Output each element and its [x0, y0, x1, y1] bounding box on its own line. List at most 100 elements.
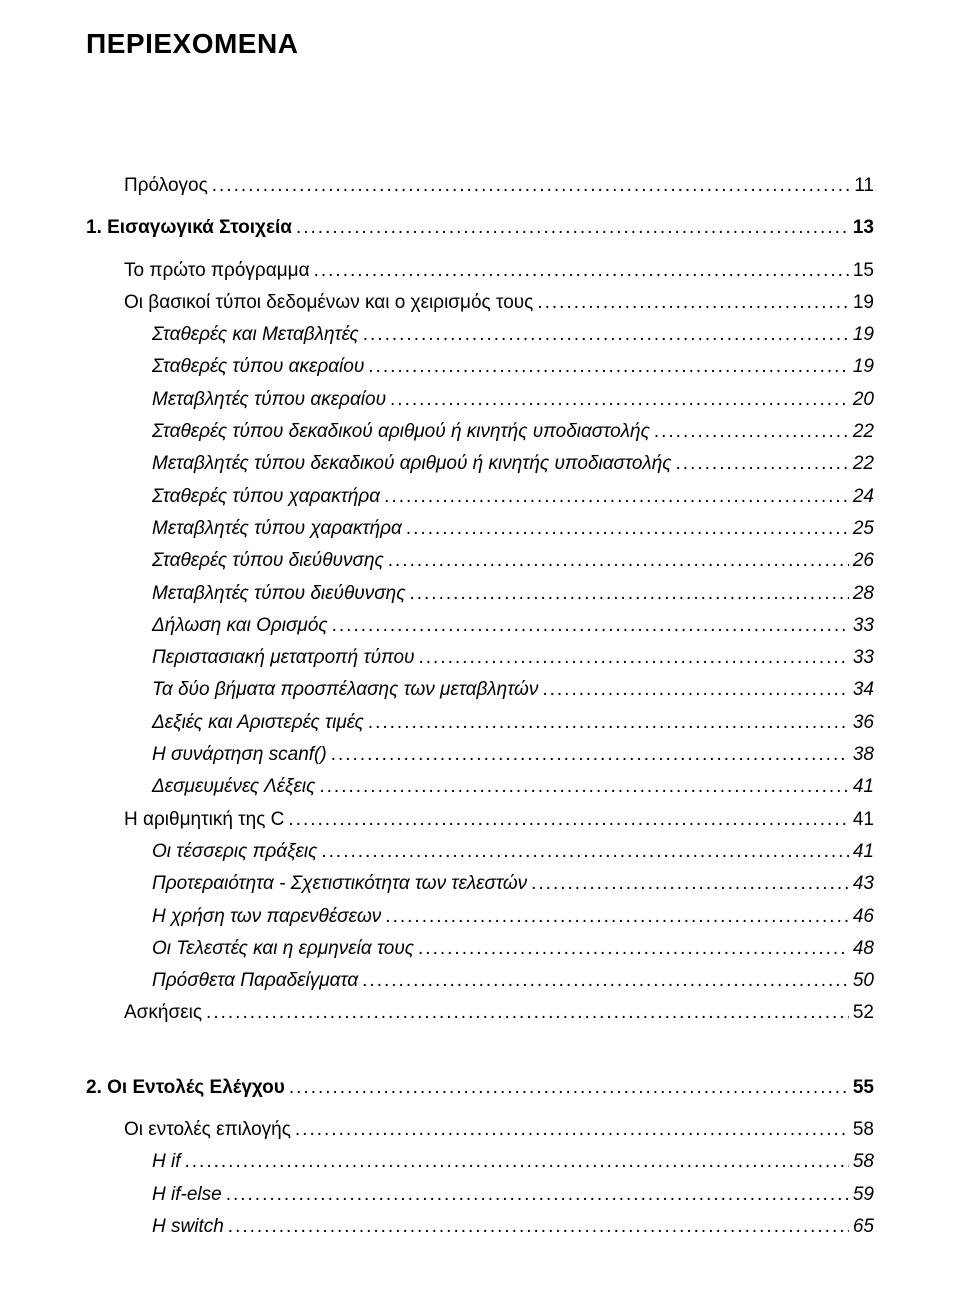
toc-leader-dots — [296, 212, 849, 244]
toc-leader-dots — [531, 868, 849, 900]
toc-entry-label: Η switch — [152, 1211, 224, 1243]
toc-entry-label: Πρόλογος — [124, 170, 208, 202]
toc-entry-label: Οι βασικοί τύποι δεδομένων και ο χειρισμ… — [124, 287, 533, 319]
toc-entry-label: Προτεραιότητα - Σχετιστικότητα των τελεσ… — [152, 868, 527, 900]
toc-entry: Δεξιές και Αριστερές τιμές 36 — [86, 707, 874, 739]
toc-entry-page: 19 — [853, 319, 874, 351]
toc-entry-label: Σταθερές και Μεταβλητές — [152, 319, 359, 351]
toc-entry-label: Η if — [152, 1146, 181, 1178]
toc-entry-label: Μεταβλητές τύπου διεύθυνσης — [152, 578, 405, 610]
toc-entry-label: Σταθερές τύπου ακεραίου — [152, 351, 364, 383]
toc-entry-label: Οι Τελεστές και η ερμηνεία τους — [152, 933, 414, 965]
page: ΠΕΡΙΕΧΟΜΕΝΑ Πρόλογος 111. Εισαγωγικά Στο… — [0, 0, 960, 1296]
toc-leader-dots — [295, 1114, 849, 1146]
toc-entry-page: 25 — [853, 513, 874, 545]
toc-entry-label: 2. Οι Εντολές Ελέγχου — [86, 1072, 285, 1104]
toc-entry-page: 58 — [853, 1146, 874, 1178]
toc-entry: Περιστασιακή μετατροπή τύπου 33 — [86, 642, 874, 674]
toc-entry-label: Περιστασιακή μετατροπή τύπου — [152, 642, 415, 674]
toc-entry-label: 1. Εισαγωγικά Στοιχεία — [86, 212, 292, 244]
toc-entry: Σταθερές και Μεταβλητές 19 — [86, 319, 874, 351]
toc-leader-dots — [206, 997, 849, 1029]
toc-entry-page: 19 — [853, 351, 874, 383]
toc-entry-label: Μεταβλητές τύπου δεκαδικού αριθμού ή κιν… — [152, 448, 672, 480]
toc-entry-label: Η συνάρτηση scanf() — [152, 739, 327, 771]
toc-entry-label: Δήλωση και Ορισμός — [152, 610, 328, 642]
toc-entry-page: 48 — [853, 933, 874, 965]
section-gap — [86, 1030, 874, 1072]
toc-entry-label: Μεταβλητές τύπου χαρακτήρα — [152, 513, 402, 545]
toc-entry: Μεταβλητές τύπου χαρακτήρα 25 — [86, 513, 874, 545]
toc-leader-dots — [226, 1179, 849, 1211]
toc-entry: Η συνάρτηση scanf() 38 — [86, 739, 874, 771]
toc-entry-page: 55 — [853, 1072, 874, 1104]
toc-entry-page: 28 — [853, 578, 874, 610]
toc-entry-label: Τα δύο βήματα προσπέλασης των μεταβλητών — [152, 674, 538, 706]
toc-leader-dots — [419, 642, 849, 674]
toc-entry-label: Δεξιές και Αριστερές τιμές — [152, 707, 364, 739]
toc-leader-dots — [418, 933, 849, 965]
small-gap — [86, 202, 874, 212]
small-gap — [86, 245, 874, 255]
small-gap — [86, 1104, 874, 1114]
toc-entry-page: 20 — [853, 384, 874, 416]
toc-entry-page: 15 — [853, 255, 874, 287]
toc-entry: Πρόλογος 11 — [86, 170, 874, 202]
toc-entry-page: 26 — [853, 545, 874, 577]
toc-entry: Η αριθμητική της C 41 — [86, 804, 874, 836]
toc-leader-dots — [331, 739, 849, 771]
toc-entry-page: 33 — [853, 642, 874, 674]
toc-entry: Η switch 65 — [86, 1211, 874, 1243]
toc-leader-dots — [314, 255, 849, 287]
toc-leader-dots — [368, 707, 849, 739]
toc-leader-dots — [319, 771, 849, 803]
toc-entry-label: Μεταβλητές τύπου ακεραίου — [152, 384, 386, 416]
toc-leader-dots — [212, 170, 851, 202]
toc-entry-page: 46 — [853, 901, 874, 933]
toc-entry-page: 24 — [853, 481, 874, 513]
toc-entry: Τα δύο βήματα προσπέλασης των μεταβλητών… — [86, 674, 874, 706]
toc-entry-label: Η if-else — [152, 1179, 222, 1211]
toc-entry: Ασκήσεις 52 — [86, 997, 874, 1029]
toc-entry: Η if-else 59 — [86, 1179, 874, 1211]
toc-entry-label: Σταθερές τύπου δεκαδικού αριθμού ή κινητ… — [152, 416, 650, 448]
toc-entry-label: Ασκήσεις — [124, 997, 202, 1029]
toc-entry-page: 38 — [853, 739, 874, 771]
toc-entry-label: Οι τέσσερις πράξεις — [152, 836, 317, 868]
toc-entry: Το πρώτο πρόγραμμα 15 — [86, 255, 874, 287]
toc-entry: Προτεραιότητα - Σχετιστικότητα των τελεσ… — [86, 868, 874, 900]
toc-entry: Μεταβλητές τύπου διεύθυνσης 28 — [86, 578, 874, 610]
toc-entry-label: Σταθερές τύπου διεύθυνσης — [152, 545, 384, 577]
toc-leader-dots — [185, 1146, 849, 1178]
toc-entry: Πρόσθετα Παραδείγματα 50 — [86, 965, 874, 997]
toc-entry-label: Πρόσθετα Παραδείγματα — [152, 965, 358, 997]
toc-entry: Οι τέσσερις πράξεις 41 — [86, 836, 874, 868]
toc-entry: Η if 58 — [86, 1146, 874, 1178]
toc-entry-page: 50 — [853, 965, 874, 997]
toc-entry-page: 41 — [853, 804, 874, 836]
toc-leader-dots — [384, 481, 849, 513]
toc-leader-dots — [289, 1072, 849, 1104]
toc-leader-dots — [228, 1211, 849, 1243]
toc-entry-page: 34 — [853, 674, 874, 706]
toc-leader-dots — [332, 610, 849, 642]
toc-entry: Η χρήση των παρενθέσεων 46 — [86, 901, 874, 933]
toc-entry-page: 22 — [853, 416, 874, 448]
toc-entry: Δήλωση και Ορισμός 33 — [86, 610, 874, 642]
toc-entry-label: Η αριθμητική της C — [124, 804, 284, 836]
toc-entry: Οι εντολές επιλογής 58 — [86, 1114, 874, 1146]
toc-leader-dots — [409, 578, 848, 610]
toc-entry-page: 41 — [853, 836, 874, 868]
toc-entry-page: 22 — [853, 448, 874, 480]
toc-leader-dots — [676, 448, 849, 480]
toc-entry-page: 41 — [853, 771, 874, 803]
toc-leader-dots — [362, 965, 849, 997]
toc-entry: Σταθερές τύπου διεύθυνσης 26 — [86, 545, 874, 577]
toc-leader-dots — [388, 545, 849, 577]
toc-leader-dots — [385, 901, 849, 933]
toc-entry-page: 52 — [853, 997, 874, 1029]
toc-leader-dots — [288, 804, 848, 836]
toc-entry-page: 11 — [854, 170, 874, 202]
toc-entry: Οι βασικοί τύποι δεδομένων και ο χειρισμ… — [86, 287, 874, 319]
toc-entry: Σταθερές τύπου ακεραίου 19 — [86, 351, 874, 383]
